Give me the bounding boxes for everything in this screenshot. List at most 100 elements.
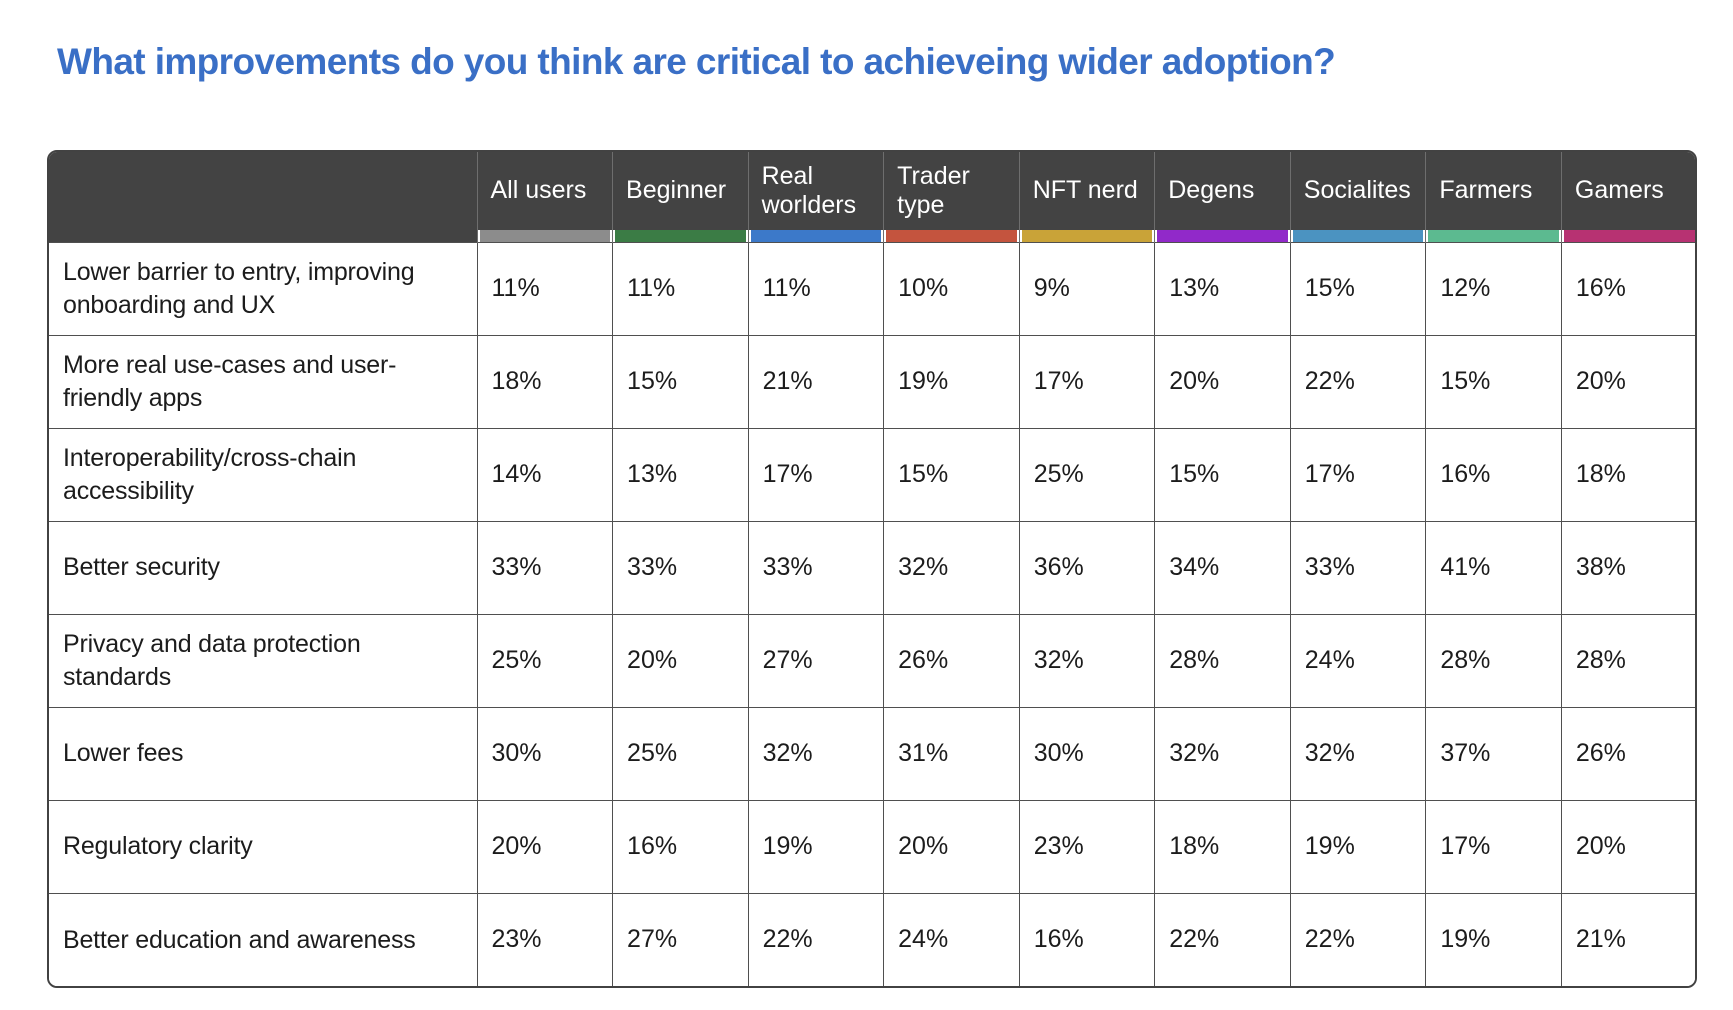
value-cell: 15%	[1154, 427, 1291, 522]
value-cell: 28%	[1425, 613, 1562, 708]
value-cell: 25%	[476, 613, 614, 708]
column-header-label: Beginner	[626, 176, 727, 205]
value-cell: 26%	[883, 613, 1020, 708]
value-cell: 24%	[883, 892, 1020, 986]
column-header-label: All users	[490, 176, 587, 205]
value-cell: 11%	[747, 241, 885, 336]
value-cell: 16%	[1425, 427, 1562, 522]
column-color-bar	[1157, 229, 1288, 242]
value-cell: 18%	[1560, 427, 1695, 522]
value-cell: 28%	[1154, 613, 1291, 708]
value-cell: 33%	[747, 520, 885, 615]
column-color-bar	[1021, 229, 1153, 242]
value-cell: 30%	[1018, 706, 1156, 801]
value-cell: 15%	[612, 334, 749, 429]
table-body: Lower barrier to entry, improving onboar…	[49, 241, 1695, 986]
value-cell: 22%	[1289, 334, 1427, 429]
table-row: Privacy and data protection standards 25%…	[49, 613, 1695, 708]
row-label: Better security	[49, 520, 478, 615]
row-label: Better education and awareness	[49, 892, 478, 986]
value-cell: 20%	[1560, 334, 1695, 429]
column-header-beginner: Beginner	[612, 152, 749, 242]
value-cell: 23%	[1018, 799, 1156, 894]
value-cell: 13%	[1154, 241, 1291, 336]
value-cell: 20%	[1560, 799, 1695, 894]
column-header-socialites: Socialites	[1289, 152, 1426, 242]
value-cell: 30%	[476, 706, 614, 801]
value-cell: 22%	[1154, 892, 1291, 986]
page-title: What improvements do you think are criti…	[57, 40, 1336, 82]
value-cell: 15%	[883, 427, 1020, 522]
row-label: Lower fees	[49, 706, 478, 801]
value-cell: 14%	[476, 427, 614, 522]
value-cell: 19%	[747, 799, 885, 894]
column-color-bar	[479, 229, 611, 242]
table-row: Lower fees 30% 25% 32% 31% 30% 32% 32% 37% 26%	[49, 706, 1695, 801]
value-cell: 24%	[1289, 613, 1427, 708]
value-cell: 37%	[1425, 706, 1562, 801]
value-cell: 36%	[1018, 520, 1156, 615]
value-cell: 11%	[476, 241, 614, 336]
column-header-gamers: Gamers	[1560, 152, 1695, 242]
column-header-farmers: Farmers	[1425, 152, 1562, 242]
column-header-real-worlders: Real worlders	[747, 152, 884, 242]
value-cell: 31%	[883, 706, 1020, 801]
column-header-label: Real worlders	[761, 162, 857, 219]
column-color-bar	[1292, 229, 1424, 242]
value-cell: 27%	[612, 892, 749, 986]
value-cell: 17%	[1425, 799, 1562, 894]
value-cell: 41%	[1425, 520, 1562, 615]
column-header-label: Trader type	[897, 162, 970, 219]
value-cell: 12%	[1425, 241, 1562, 336]
value-cell: 33%	[612, 520, 749, 615]
value-cell: 27%	[747, 613, 885, 708]
table-row: More real use-cases and user-friendly ap…	[49, 334, 1695, 429]
value-cell: 19%	[1289, 799, 1427, 894]
table-row: Lower barrier to entry, improving onboar…	[49, 241, 1695, 336]
value-cell: 13%	[612, 427, 749, 522]
value-cell: 17%	[747, 427, 885, 522]
value-cell: 33%	[1289, 520, 1427, 615]
column-header-label: Socialites	[1303, 176, 1411, 205]
value-cell: 25%	[1018, 427, 1156, 522]
column-header-nft-nerd: NFT nerd	[1018, 152, 1155, 242]
row-label-column-header	[49, 152, 477, 242]
row-label: Interoperability/cross-chain accessibili…	[49, 427, 478, 522]
value-cell: 28%	[1560, 613, 1695, 708]
table-row: Better security 33% 33% 33% 32% 36% 34% 33% 41% 3…	[49, 520, 1695, 615]
value-cell: 9%	[1018, 241, 1156, 336]
value-cell: 18%	[476, 334, 614, 429]
column-color-bar	[1563, 229, 1695, 242]
value-cell: 32%	[1018, 613, 1156, 708]
column-header-degens: Degens	[1154, 152, 1291, 242]
column-color-bar	[1428, 229, 1559, 242]
value-cell: 32%	[883, 520, 1020, 615]
table-row: Regulatory clarity 20% 16% 19% 20% 23% 18% 19% 1…	[49, 799, 1695, 894]
value-cell: 38%	[1560, 520, 1695, 615]
column-header-label: NFT nerd	[1032, 176, 1138, 205]
value-cell: 20%	[476, 799, 614, 894]
value-cell: 25%	[612, 706, 749, 801]
value-cell: 26%	[1560, 706, 1695, 801]
value-cell: 33%	[476, 520, 614, 615]
column-header-trader-type: Trader type	[883, 152, 1020, 242]
value-cell: 23%	[476, 892, 614, 986]
column-header-label: Farmers	[1439, 176, 1533, 205]
column-color-bar	[750, 229, 882, 242]
value-cell: 19%	[1425, 892, 1562, 986]
table-row: Better education and awareness 23% 27% 22% 2…	[49, 892, 1695, 986]
value-cell: 16%	[1560, 241, 1695, 336]
value-cell: 34%	[1154, 520, 1291, 615]
column-header-label: Degens	[1168, 176, 1255, 205]
value-cell: 32%	[747, 706, 885, 801]
value-cell: 22%	[747, 892, 885, 986]
row-label: Privacy and data protection standards	[49, 613, 478, 708]
table-row: Interoperability/cross-chain accessibili…	[49, 427, 1695, 522]
value-cell: 15%	[1425, 334, 1562, 429]
column-color-bar	[886, 229, 1017, 242]
value-cell: 15%	[1289, 241, 1427, 336]
row-label: Lower barrier to entry, improving onboar…	[49, 241, 478, 336]
value-cell: 19%	[883, 334, 1020, 429]
value-cell: 16%	[612, 799, 749, 894]
row-label: Regulatory clarity	[49, 799, 478, 894]
